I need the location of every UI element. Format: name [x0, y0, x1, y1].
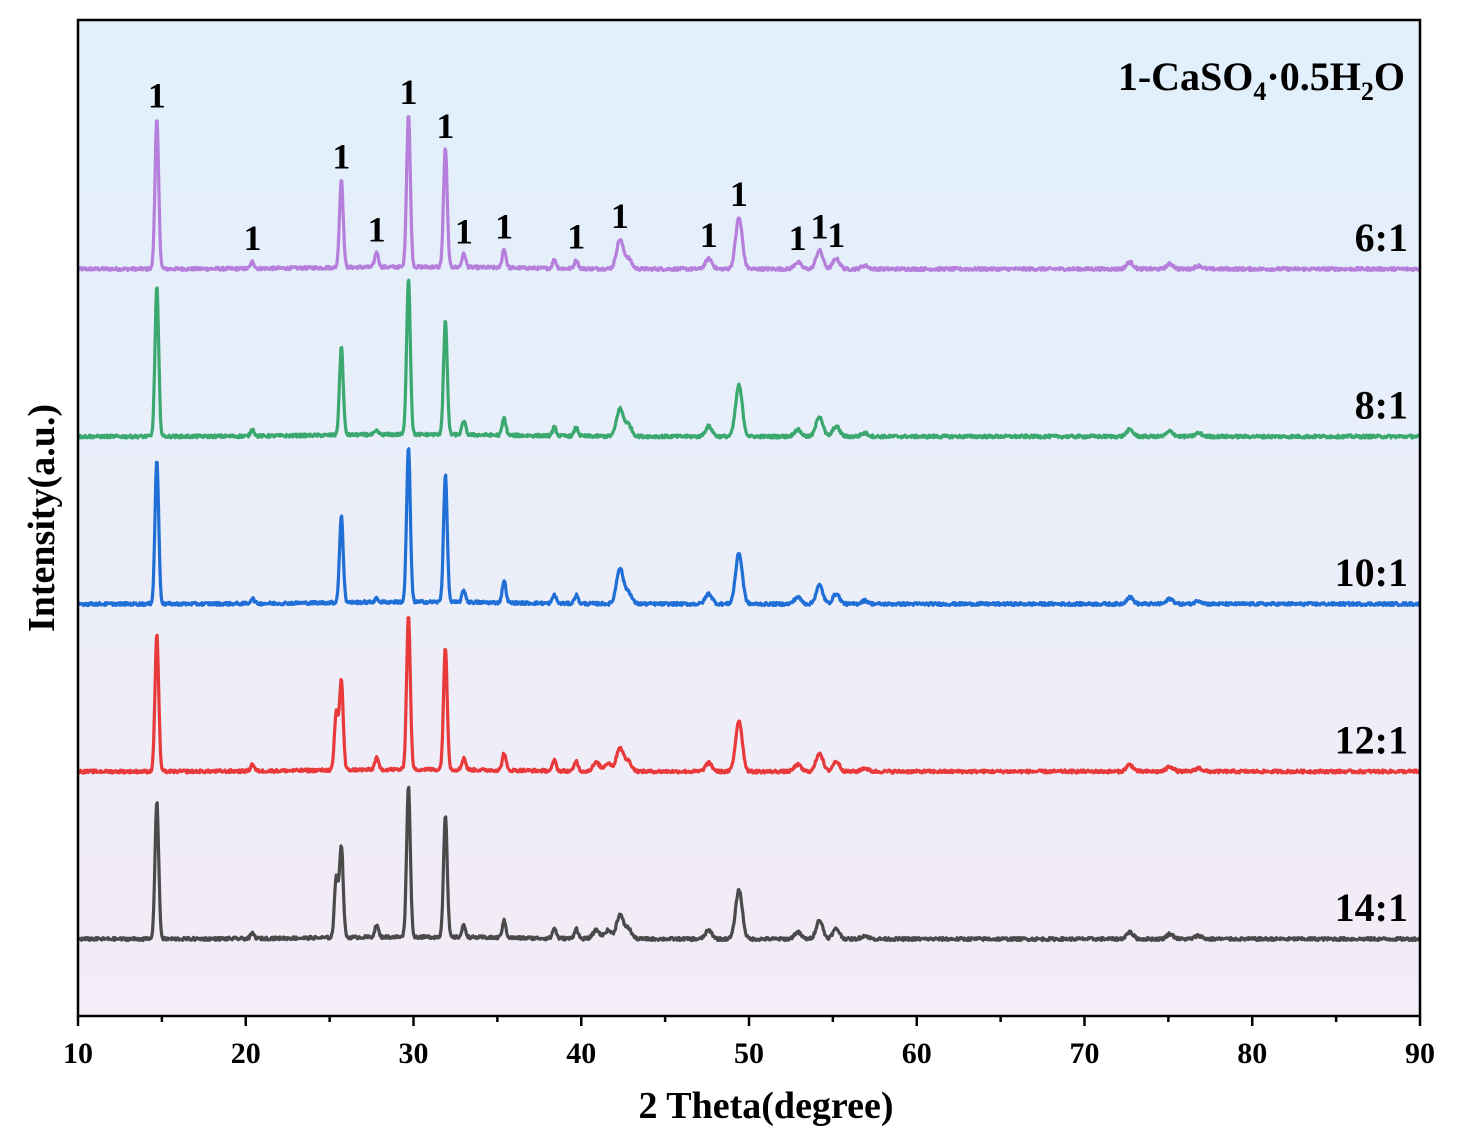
series-label-14-1: 14:1	[1335, 885, 1408, 930]
series-line-8-1	[78, 278, 1420, 440]
peak-marker: 1	[436, 106, 454, 146]
x-tick-label: 90	[1405, 1037, 1435, 1070]
peak-marker: 1	[567, 217, 585, 257]
x-tick-label: 30	[399, 1037, 429, 1070]
peak-marker: 1	[495, 206, 513, 246]
legend-formula: 1-CaSO4·0.5H2O	[1118, 54, 1405, 106]
plot-background	[78, 20, 1420, 1016]
x-tick-label: 70	[1070, 1037, 1100, 1070]
peak-marker: 1	[148, 75, 166, 115]
series-layer	[78, 114, 1420, 943]
peak-marker: 1	[810, 206, 828, 246]
series-label-6-1: 6:1	[1355, 215, 1408, 260]
series-line-12-1	[78, 616, 1420, 775]
y-axis-title: Intensity(a.u.)	[21, 404, 63, 632]
legend-sub-1: 4	[1253, 77, 1266, 106]
legend-sub-2: 2	[1361, 77, 1374, 106]
x-tick-label: 60	[902, 1037, 932, 1070]
legend-suffix: O	[1374, 54, 1405, 99]
legend-prefix: 1-CaSO	[1118, 54, 1254, 99]
x-tick-label: 40	[566, 1037, 596, 1070]
series-line-14-1	[78, 785, 1420, 943]
peak-marker: 1	[243, 218, 261, 258]
series-line-10-1	[78, 447, 1420, 608]
peak-marker: 1	[730, 174, 748, 214]
x-tick-label: 20	[231, 1037, 261, 1070]
peak-marker: 1	[789, 218, 807, 258]
peak-marker: 1	[611, 196, 629, 236]
x-axis-ticks: 10 20 30 40 50 60 70 80 90	[63, 1016, 1435, 1070]
legend-middle: ·0.5H	[1266, 54, 1360, 99]
x-tick-label: 50	[734, 1037, 764, 1070]
series-labels: 6:1 8:1 10:1 12:1 14:1	[1335, 215, 1408, 930]
peak-marker: 1	[827, 215, 845, 255]
peak-marker: 1	[399, 72, 417, 112]
peak-marker: 1	[700, 215, 718, 255]
series-label-8-1: 8:1	[1355, 383, 1408, 428]
x-tick-label: 10	[63, 1037, 93, 1070]
x-tick-label: 80	[1237, 1037, 1267, 1070]
series-label-12-1: 12:1	[1335, 718, 1408, 763]
peak-marker: 1	[368, 210, 386, 250]
x-axis-title: 2 Theta(degree)	[638, 1085, 893, 1127]
peak-marker: 1	[332, 137, 350, 177]
peak-marker: 1	[455, 211, 473, 251]
series-line-6-1	[78, 114, 1420, 273]
series-label-10-1: 10:1	[1335, 550, 1408, 595]
